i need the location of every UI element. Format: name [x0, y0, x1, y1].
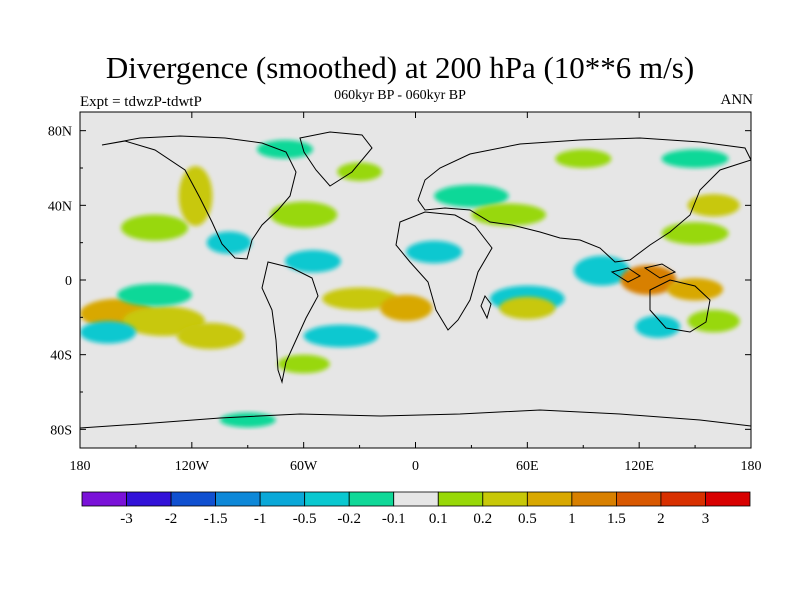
x-tick-label-4: 60E — [516, 459, 539, 474]
colorbar-label-10: 1 — [568, 511, 576, 527]
field-region-15 — [337, 162, 382, 181]
field-region-30 — [219, 412, 276, 428]
coastlines — [80, 131, 751, 429]
colorbar-label-13: 3 — [702, 511, 710, 527]
field-region-10 — [322, 287, 397, 310]
colorbar-box-7 — [393, 491, 439, 507]
field-region-27 — [687, 309, 740, 333]
field-region-18 — [406, 240, 463, 264]
field-region-7 — [206, 231, 252, 254]
field-region-5 — [121, 214, 189, 241]
x-tick-label-2: 60W — [290, 459, 318, 474]
field-region-6 — [178, 166, 213, 226]
colorbar-box-0 — [81, 491, 127, 507]
y-tick-label-1: 40N — [48, 199, 72, 214]
colorbar-box-4 — [259, 491, 306, 507]
divergence-field — [80, 140, 740, 428]
field-region-11 — [380, 294, 433, 322]
colorbar-label-4: -0.5 — [293, 511, 317, 527]
field-region-17 — [471, 203, 546, 226]
colorbar-box-2 — [170, 491, 217, 507]
colorbar-label-2: -1.5 — [204, 511, 228, 527]
colorbar-box-12 — [616, 491, 662, 507]
x-tick-label-3: 0 — [412, 459, 419, 474]
colorbar-box-11 — [571, 491, 617, 507]
chart-title: Divergence (smoothed) at 200 hPa (10**6 … — [105, 50, 695, 85]
x-axis: 180 120W 60W 0 60E 120E 180 — [70, 112, 762, 474]
y-tick-label-0: 80N — [48, 125, 72, 140]
field-region-2 — [177, 322, 244, 350]
field-region-4 — [117, 283, 192, 307]
field-region-16 — [434, 184, 509, 208]
field-region-29 — [555, 149, 612, 168]
colorbar-label-5: -0.2 — [337, 511, 361, 527]
field-region-8 — [270, 201, 338, 228]
colorbar-label-8: 0.2 — [473, 511, 492, 527]
y-tick-label-4: 80S — [50, 423, 72, 438]
colorbar-box-3 — [215, 491, 261, 507]
colorbar-label-9: 0.5 — [518, 511, 537, 527]
colorbar-box-10 — [526, 491, 573, 507]
colorbar-label-1: -2 — [165, 511, 178, 527]
colorbar-label-0: -3 — [120, 511, 133, 527]
colorbar-label-12: 2 — [657, 511, 665, 527]
x-tick-label-5: 120E — [624, 459, 654, 474]
colorbar-box-9 — [482, 491, 528, 507]
experiment-label: Expt = tdwzP-tdwtP — [80, 94, 202, 110]
field-region-9 — [285, 250, 341, 273]
field-region-14 — [257, 140, 313, 159]
colorbar-label-3: -1 — [254, 511, 267, 527]
season-label: ANN — [720, 92, 754, 108]
colorbar-box-13 — [660, 491, 706, 507]
field-region-20 — [499, 296, 556, 320]
y-axis: 80N 40N 0 40S 80S — [48, 125, 751, 438]
colorbar-box-1 — [126, 491, 172, 507]
field-region-3 — [80, 321, 136, 344]
field-region-12 — [303, 324, 379, 348]
colorbar: -3 -2 -1.5 -1 -0.5 -0.2 -0.1 0.1 0.2 0.5 1 1.5 2 3 — [81, 491, 751, 527]
field-region-13 — [277, 354, 330, 374]
x-tick-label-1: 120W — [175, 459, 210, 474]
colorbar-box-8 — [437, 491, 484, 507]
colorbar-label-11: 1.5 — [607, 511, 626, 527]
field-region-25 — [687, 194, 740, 217]
field-region-24 — [661, 222, 729, 245]
x-tick-label-6: 180 — [741, 459, 762, 474]
y-tick-label-2: 0 — [65, 274, 72, 289]
colorbar-label-6: -0.1 — [382, 511, 406, 527]
chart-subtitle: 060kyr BP - 060kyr BP — [334, 88, 466, 103]
colorbar-label-7: 0.1 — [429, 511, 448, 527]
field-region-28 — [661, 149, 729, 168]
colorbar-box-5 — [304, 491, 350, 507]
y-tick-label-3: 40S — [50, 349, 72, 364]
colorbar-box-14 — [705, 491, 751, 507]
colorbar-box-6 — [348, 491, 395, 507]
x-tick-label-0: 180 — [70, 459, 91, 474]
field-region-21 — [573, 255, 630, 286]
field-region-23 — [667, 278, 724, 301]
field-region-26 — [635, 315, 681, 338]
